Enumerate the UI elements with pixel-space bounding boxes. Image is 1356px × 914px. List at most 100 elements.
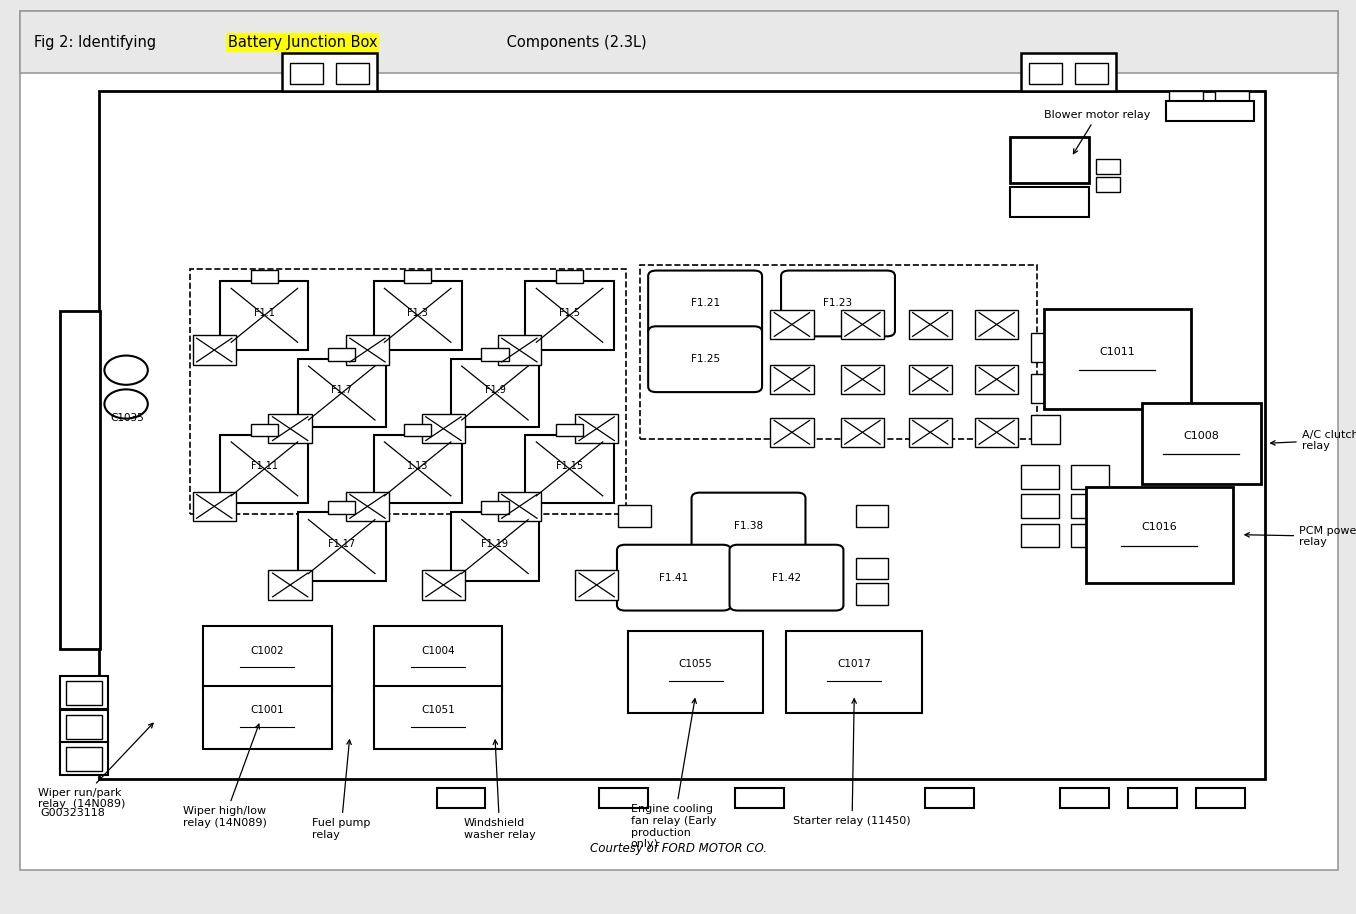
Bar — [525, 282, 613, 349]
Text: Fuel pump
relay: Fuel pump relay — [312, 740, 370, 840]
Bar — [60, 676, 108, 709]
Bar — [66, 715, 102, 739]
Bar — [1044, 309, 1191, 409]
Bar — [373, 282, 461, 349]
Bar — [556, 271, 583, 283]
Bar — [422, 414, 465, 443]
Bar — [282, 53, 377, 91]
Bar — [251, 424, 278, 437]
Bar — [373, 435, 461, 503]
FancyBboxPatch shape — [730, 545, 843, 611]
Text: Wiper high/low
relay (14N089): Wiper high/low relay (14N089) — [183, 724, 267, 828]
Text: F1.38: F1.38 — [734, 521, 763, 530]
Bar — [1169, 91, 1203, 101]
Bar — [525, 435, 613, 503]
FancyBboxPatch shape — [648, 326, 762, 392]
Bar — [481, 501, 508, 514]
Text: C1002: C1002 — [251, 646, 283, 655]
Text: F1.19: F1.19 — [481, 539, 508, 548]
Bar — [1021, 494, 1059, 518]
Bar — [336, 63, 369, 84]
Bar — [220, 282, 309, 349]
Text: C1017: C1017 — [838, 660, 871, 669]
Bar — [841, 365, 884, 394]
Bar — [909, 418, 952, 447]
Bar — [1142, 403, 1261, 484]
Bar — [404, 424, 431, 437]
Bar — [1128, 788, 1177, 808]
Bar — [290, 63, 323, 84]
Text: F1.23: F1.23 — [823, 299, 853, 308]
Bar — [220, 435, 309, 503]
Bar — [203, 626, 332, 690]
Bar — [640, 265, 1037, 439]
Bar — [617, 558, 650, 579]
Text: C1016: C1016 — [1142, 523, 1177, 532]
Bar — [1010, 187, 1089, 217]
Bar — [1060, 788, 1109, 808]
FancyBboxPatch shape — [692, 493, 805, 558]
Bar — [1031, 374, 1060, 403]
Bar — [450, 359, 538, 428]
Text: G00323118: G00323118 — [41, 808, 106, 818]
Text: F1.17: F1.17 — [328, 539, 355, 548]
Bar — [575, 570, 618, 600]
Text: F1.5: F1.5 — [559, 308, 580, 317]
Bar — [975, 365, 1018, 394]
Bar — [1215, 91, 1249, 101]
Text: 1.13: 1.13 — [407, 462, 428, 471]
Bar — [1096, 159, 1120, 174]
Text: F1.15: F1.15 — [556, 462, 583, 471]
Text: F1.11: F1.11 — [251, 462, 278, 471]
Bar — [599, 788, 648, 808]
FancyBboxPatch shape — [781, 271, 895, 336]
Bar — [1071, 524, 1109, 547]
Text: Windshield
washer relay: Windshield washer relay — [464, 740, 536, 840]
Bar — [1021, 465, 1059, 489]
Text: Fig 2: Identifying: Fig 2: Identifying — [34, 35, 160, 49]
Bar — [1021, 524, 1059, 547]
Bar — [975, 310, 1018, 339]
Bar — [498, 335, 541, 365]
Bar — [190, 269, 626, 514]
Bar — [203, 686, 332, 749]
Bar — [770, 310, 814, 339]
Bar — [628, 631, 763, 713]
Text: F1.7: F1.7 — [331, 386, 353, 395]
FancyBboxPatch shape — [617, 545, 731, 611]
Text: C1055: C1055 — [679, 660, 712, 669]
Text: C1035: C1035 — [111, 413, 144, 422]
Bar — [1010, 137, 1089, 183]
Bar — [498, 492, 541, 521]
Bar — [60, 710, 108, 743]
Bar — [1031, 333, 1060, 362]
Bar — [437, 788, 485, 808]
Bar — [481, 348, 508, 361]
Text: F1.42: F1.42 — [772, 573, 801, 582]
Bar — [770, 418, 814, 447]
Bar — [346, 492, 389, 521]
Text: F1.1: F1.1 — [254, 308, 275, 317]
Text: Courtesy of FORD MOTOR CO.: Courtesy of FORD MOTOR CO. — [590, 842, 766, 855]
Bar — [268, 570, 312, 600]
Text: F1.25: F1.25 — [690, 355, 720, 364]
Bar — [786, 631, 922, 713]
Bar — [251, 271, 278, 283]
Bar — [575, 414, 618, 443]
Bar — [1166, 101, 1254, 121]
Text: F1.41: F1.41 — [659, 573, 689, 582]
Bar — [346, 335, 389, 365]
Bar — [193, 335, 236, 365]
Bar — [841, 418, 884, 447]
Bar — [856, 583, 888, 605]
Bar — [1021, 53, 1116, 91]
Bar — [556, 424, 583, 437]
Bar — [374, 626, 503, 690]
Bar — [618, 505, 651, 527]
Bar — [1029, 63, 1063, 84]
Bar — [1075, 63, 1108, 84]
Text: A/C clutch
relay: A/C clutch relay — [1271, 430, 1356, 452]
Bar — [925, 788, 974, 808]
Bar — [1086, 487, 1233, 583]
Bar — [975, 418, 1018, 447]
